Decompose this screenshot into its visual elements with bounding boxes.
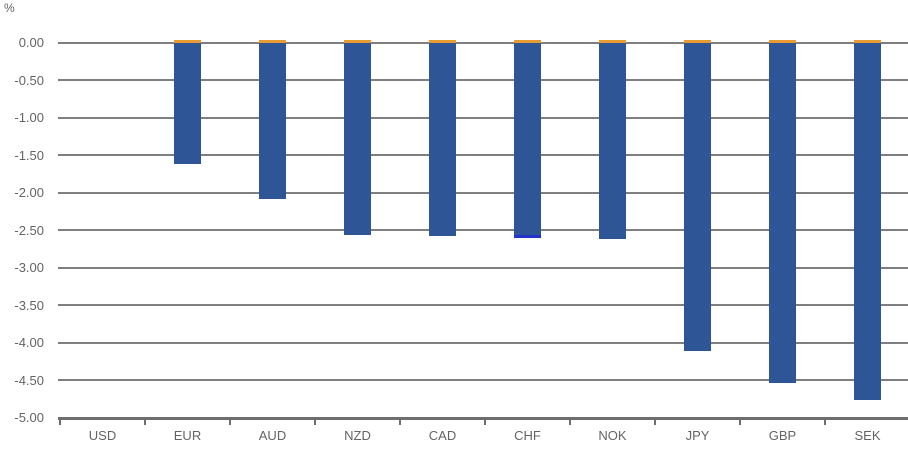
- bar-top-cap-sek: [854, 39, 881, 43]
- bar-eur: [174, 39, 201, 164]
- gridline: [58, 191, 908, 194]
- x-axis-tick: [314, 418, 316, 425]
- bar-body-chf: [514, 42, 541, 239]
- x-category-label-cad: CAD: [428, 428, 457, 443]
- x-category-label-aud: AUD: [258, 428, 287, 443]
- gridline: [58, 266, 908, 269]
- gridline: [58, 116, 908, 119]
- y-tick-label: -2.00: [14, 185, 44, 200]
- gridline: [58, 229, 908, 231]
- x-category-label-chf: CHF: [514, 428, 541, 443]
- x-axis-tick: [739, 418, 741, 425]
- y-tick-label: -1.50: [14, 147, 44, 163]
- x-axis-tick: [144, 418, 146, 425]
- bar-top-cap-nok: [599, 39, 626, 43]
- y-tick-label: 0.00: [18, 35, 44, 50]
- bar-body-jpy: [684, 42, 711, 351]
- x-category-label-nok: NOK: [598, 428, 627, 443]
- y-tick-label: -5.00: [14, 410, 44, 425]
- bar-jpy: [684, 39, 711, 351]
- x-category-label-gbp: GBP: [768, 428, 797, 443]
- y-tick-label: -1.00: [14, 110, 44, 125]
- bar-sek: [854, 39, 881, 400]
- x-axis-tick: [654, 418, 656, 425]
- bar-top-cap-aud: [259, 39, 286, 43]
- y-tick-label: -2.50: [14, 222, 44, 238]
- x-category-label-jpy: JPY: [685, 428, 710, 443]
- bar-top-cap-gbp: [769, 39, 796, 43]
- gridline: [58, 154, 908, 156]
- bar-body-sek: [854, 42, 881, 400]
- bar-nzd: [344, 39, 371, 235]
- bar-body-aud: [259, 42, 286, 199]
- x-axis-tick: [59, 418, 61, 425]
- x-axis-tick: [484, 418, 486, 425]
- x-axis-line: [58, 416, 908, 420]
- x-category-label-nzd: NZD: [344, 428, 371, 443]
- gridline: [58, 379, 908, 381]
- bar-aud: [259, 39, 286, 199]
- bar-body-gbp: [769, 42, 796, 383]
- x-axis-tick: [824, 418, 826, 425]
- bar-chf: [514, 39, 541, 239]
- y-tick-label: -4.50: [14, 372, 44, 388]
- bar-bottom-cap-chf: [514, 235, 541, 239]
- bar-body-eur: [174, 42, 201, 164]
- x-category-label-usd: USD: [88, 428, 117, 443]
- gridline: [58, 41, 908, 44]
- bar-top-cap-eur: [174, 39, 201, 43]
- bar-body-cad: [429, 42, 456, 236]
- y-axis-unit-label: %: [4, 1, 15, 15]
- x-category-label-sek: SEK: [854, 428, 881, 443]
- bar-top-cap-chf: [514, 39, 541, 43]
- gridline: [58, 341, 908, 344]
- y-tick-label: -3.00: [14, 260, 44, 275]
- bar-nok: [599, 39, 626, 239]
- x-axis-tick: [399, 418, 401, 425]
- y-tick-label: -4.00: [14, 335, 44, 350]
- bar-cad: [429, 39, 456, 236]
- bar-body-nok: [599, 42, 626, 239]
- bar-gbp: [769, 39, 796, 383]
- x-axis-tick: [229, 418, 231, 425]
- y-tick-label: -3.50: [14, 297, 44, 313]
- bar-body-nzd: [344, 42, 371, 235]
- x-axis-tick: [569, 418, 571, 425]
- gridline: [58, 304, 908, 306]
- x-category-label-eur: EUR: [173, 428, 202, 443]
- bar-top-cap-jpy: [684, 39, 711, 43]
- bar-top-cap-nzd: [344, 39, 371, 43]
- y-tick-label: -0.50: [14, 72, 44, 88]
- gridline: [58, 79, 908, 81]
- bar-top-cap-cad: [429, 39, 456, 43]
